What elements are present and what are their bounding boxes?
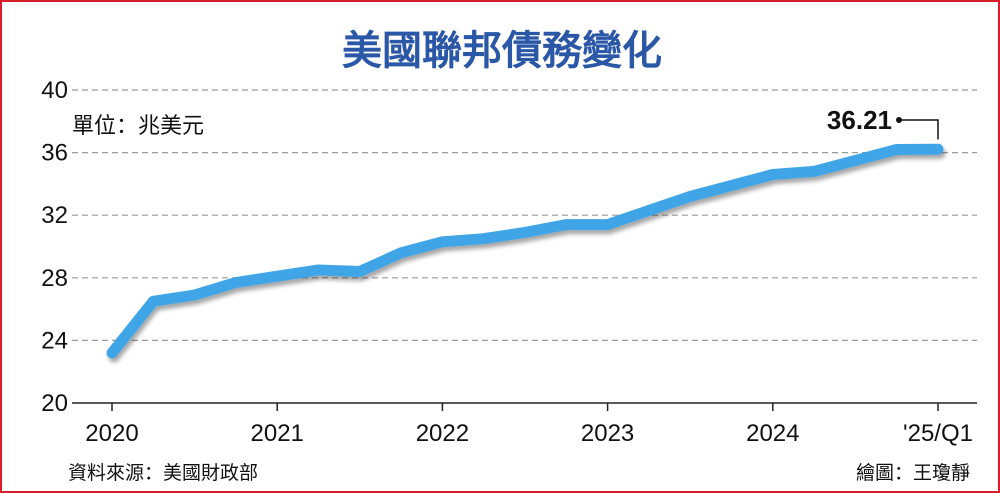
x-tick-label: '25/Q1 bbox=[903, 420, 973, 447]
x-tick-label: 2024 bbox=[746, 420, 799, 447]
data-label-latest: 36.21 bbox=[827, 105, 892, 135]
x-tick-label: 2023 bbox=[581, 420, 634, 447]
x-tick-label: 2022 bbox=[416, 420, 469, 447]
y-tick-label: 36 bbox=[41, 140, 68, 167]
x-tick-label: 2020 bbox=[85, 420, 138, 447]
y-tick-label: 28 bbox=[41, 265, 68, 292]
y-tick-label: 40 bbox=[41, 77, 68, 104]
source-note: 資料來源：美國財政部 bbox=[68, 462, 258, 484]
x-axis-ticks: 2020 2021 2022 2023 2024 '25/Q1 bbox=[85, 403, 973, 447]
unit-label: 單位：兆美元 bbox=[72, 114, 204, 139]
y-tick-label: 32 bbox=[41, 202, 68, 229]
chart-title: 美國聯邦債務變化 bbox=[342, 28, 662, 74]
annotation-leader-line bbox=[899, 120, 938, 139]
series-line-debt bbox=[112, 149, 938, 353]
credit-note: 繪圖：王瓊靜 bbox=[856, 462, 970, 484]
y-tick-label: 24 bbox=[41, 327, 68, 354]
y-tick-label: 20 bbox=[41, 390, 68, 417]
grid-lines bbox=[72, 90, 977, 403]
series-layer bbox=[112, 149, 938, 353]
annotation-layer: 36.21 bbox=[827, 105, 938, 139]
y-axis-ticks: 20 24 28 32 36 40 bbox=[41, 77, 68, 417]
x-tick-label: 2021 bbox=[251, 420, 304, 447]
